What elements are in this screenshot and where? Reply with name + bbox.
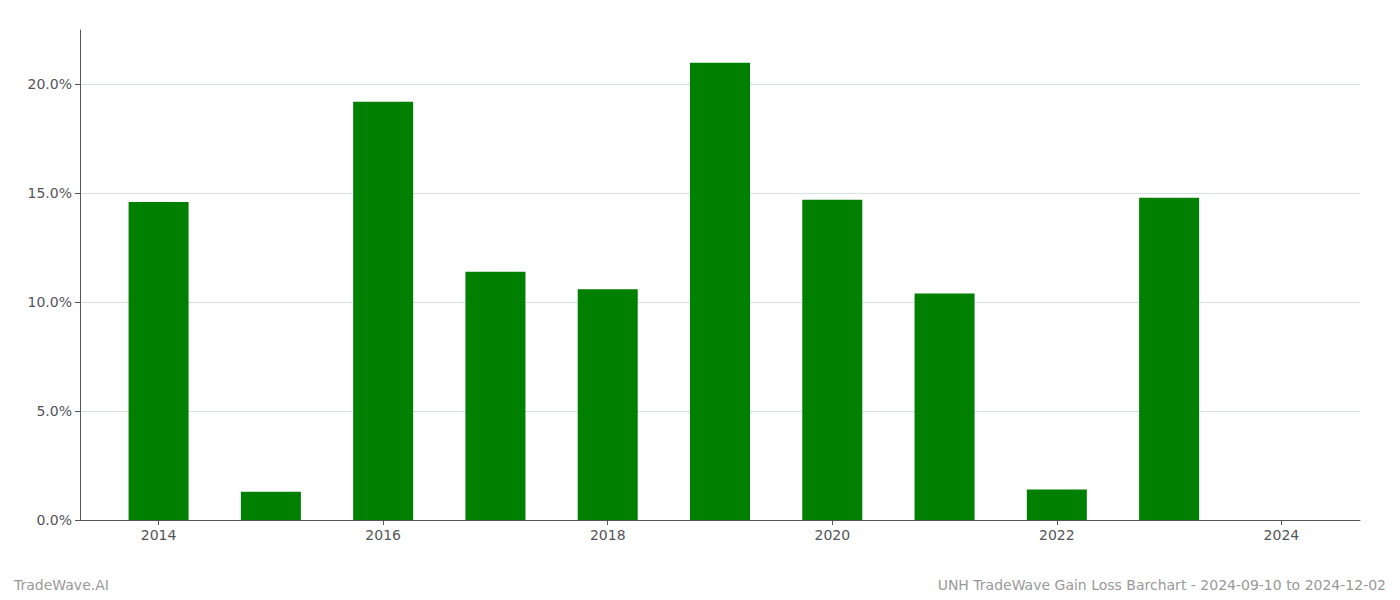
svg-text:20.0%: 20.0% — [28, 76, 72, 92]
svg-text:0.0%: 0.0% — [36, 512, 72, 528]
svg-text:2024: 2024 — [1264, 527, 1300, 543]
svg-text:UNH TradeWave Gain Loss Barcha: UNH TradeWave Gain Loss Barchart - 2024-… — [938, 577, 1386, 593]
svg-text:10.0%: 10.0% — [28, 294, 72, 310]
svg-text:2014: 2014 — [141, 527, 177, 543]
svg-text:TradeWave.AI: TradeWave.AI — [13, 577, 109, 593]
svg-text:5.0%: 5.0% — [36, 403, 72, 419]
svg-text:2016: 2016 — [365, 527, 401, 543]
svg-text:15.0%: 15.0% — [28, 185, 72, 201]
svg-text:2022: 2022 — [1039, 527, 1075, 543]
svg-text:2018: 2018 — [590, 527, 626, 543]
svg-text:2020: 2020 — [814, 527, 850, 543]
